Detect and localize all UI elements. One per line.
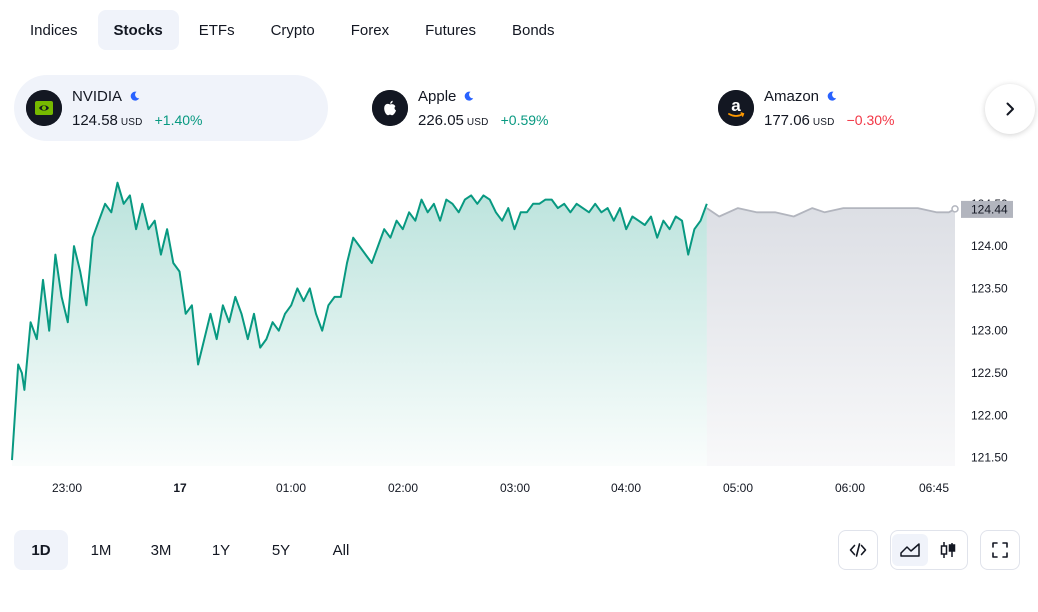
ticker-card-amazon[interactable]: a Amazon 177.06 USD −0.30% (706, 75, 1020, 141)
x-tick-label: 03:00 (500, 481, 530, 495)
moon-icon (465, 91, 474, 101)
y-tick-label: 123.00 (971, 324, 1008, 338)
x-tick-label: 02:00 (388, 481, 418, 495)
ticker-change: −0.30% (846, 112, 895, 128)
y-tick-label: 124.00 (971, 239, 1008, 253)
embed-button[interactable] (838, 530, 878, 570)
ticker-name: Amazon (764, 87, 820, 105)
y-tick-label: 121.50 (971, 451, 1008, 465)
y-tick-label: 122.50 (971, 366, 1008, 380)
x-tick-label: 06:45 (919, 481, 949, 495)
range-3m[interactable]: 3M (150, 541, 172, 559)
range-5y[interactable]: 5Y (271, 541, 291, 559)
x-tick-label: 06:00 (835, 481, 865, 495)
fullscreen-icon (992, 542, 1008, 558)
y-tick-label: 123.50 (971, 281, 1008, 295)
x-tick-label: 05:00 (723, 481, 753, 495)
x-tick-label: 23:00 (52, 481, 82, 495)
ticker-price: 124.58 (72, 112, 118, 129)
chart-type-toggle (890, 530, 968, 570)
last-price-badge (961, 200, 1013, 218)
session-area (12, 182, 707, 466)
tab-etfs[interactable]: ETFs (198, 21, 235, 39)
candles-icon (940, 542, 956, 558)
range-selector: 1D 1M 3M 1Y 5Y All (14, 530, 368, 570)
ticker-currency: USD (120, 117, 143, 128)
tab-crypto[interactable]: Crypto (270, 21, 315, 39)
market-tabs: Indices Stocks ETFs Crypto Forex Futures… (14, 10, 571, 50)
y-tick-label: 122.00 (971, 408, 1008, 422)
extended-hours-area (706, 208, 955, 466)
ticker-price: 226.05 (418, 112, 464, 129)
range-all[interactable]: All (332, 541, 350, 559)
ticker-currency: USD (466, 117, 489, 128)
chevron-right-icon (1006, 102, 1014, 116)
range-1d[interactable]: 1D (14, 530, 68, 570)
tab-futures[interactable]: Futures (425, 21, 476, 39)
ticker-change: +0.59% (500, 112, 549, 128)
next-button[interactable] (985, 84, 1035, 134)
apple-logo (372, 90, 408, 126)
x-tick-label: 01:00 (276, 481, 306, 495)
area-chart-button[interactable] (892, 534, 928, 566)
svg-text:a: a (731, 96, 741, 115)
tab-indices[interactable]: Indices (30, 21, 78, 39)
last-price-dot (951, 205, 959, 213)
extended-price-line (706, 207, 956, 218)
nvidia-logo (26, 90, 62, 126)
tab-forex[interactable]: Forex (350, 21, 390, 39)
area-chart-icon (900, 543, 920, 557)
amazon-logo: a (718, 90, 754, 126)
moon-icon (130, 91, 140, 101)
ticker-carousel: NVIDIA 124.58 USD +1.40% Apple 2 (14, 75, 1038, 141)
x-tick-label: 04:00 (611, 481, 641, 495)
ticker-name: NVIDIA (72, 87, 123, 105)
x-tick-label: 17 (173, 481, 187, 495)
ticker-change: +1.40% (154, 112, 203, 128)
ticker-card-nvidia[interactable]: NVIDIA 124.58 USD +1.40% (14, 75, 328, 141)
range-1m[interactable]: 1M (90, 541, 112, 559)
session-price-line (11, 181, 708, 461)
moon-icon (827, 91, 837, 101)
last-price-label: 124.44 (971, 202, 1008, 216)
code-icon (849, 543, 867, 557)
ticker-currency: USD (812, 117, 835, 128)
tab-stocks[interactable]: Stocks (97, 10, 179, 50)
fullscreen-button[interactable] (980, 530, 1020, 570)
tab-bonds[interactable]: Bonds (511, 21, 555, 39)
ticker-card-apple[interactable]: Apple 226.05 USD +0.59% (360, 75, 674, 141)
price-chart[interactable]: 124.50124.00123.50123.00122.50122.00121.… (0, 150, 1038, 510)
ticker-price: 177.06 (764, 112, 810, 129)
ticker-name: Apple (418, 87, 457, 105)
candles-chart-button[interactable] (930, 534, 966, 566)
range-1y[interactable]: 1Y (211, 541, 231, 559)
